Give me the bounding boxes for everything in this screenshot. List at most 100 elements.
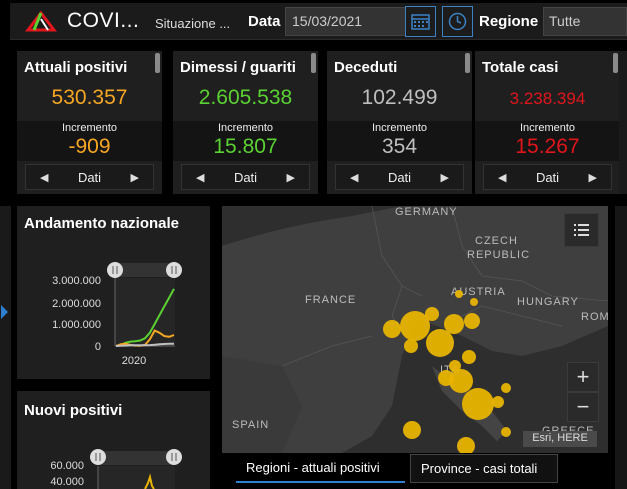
tab-regioni[interactable]: Regioni - attuali positivi bbox=[236, 454, 405, 483]
card-scrollbar[interactable] bbox=[311, 53, 316, 73]
region-bubble[interactable] bbox=[501, 427, 511, 437]
card-title: Deceduti bbox=[334, 59, 398, 76]
card-value: 3.238.394 bbox=[509, 89, 586, 108]
covid-logo bbox=[24, 10, 58, 32]
card-nav-label: Dati bbox=[387, 170, 412, 185]
clock-icon bbox=[448, 12, 467, 31]
tab-province[interactable]: Province - casi totali bbox=[410, 454, 558, 483]
panel-title: Andamento nazionale bbox=[24, 215, 180, 232]
region-bubble[interactable] bbox=[464, 313, 480, 329]
y-tick-label: 1.000.000 bbox=[52, 319, 101, 331]
range-slider-track[interactable] bbox=[115, 263, 175, 277]
map-attribution[interactable]: Esri, HERE bbox=[523, 431, 597, 447]
region-bubble[interactable] bbox=[501, 383, 511, 393]
trend-panel-nuovi-positivi: Nuovi positivi 60.000 40.000 bbox=[17, 391, 210, 489]
map-bubbles bbox=[383, 290, 511, 453]
region-bubble[interactable] bbox=[457, 437, 475, 453]
region-bubble[interactable] bbox=[449, 360, 461, 372]
region-bubble[interactable] bbox=[403, 421, 421, 439]
card-value: 102.499 bbox=[361, 86, 438, 109]
prev-arrow-icon[interactable]: ◀ bbox=[350, 172, 359, 184]
map-label: GERMANY bbox=[395, 206, 458, 218]
region-bubble[interactable] bbox=[404, 339, 418, 353]
prev-arrow-icon[interactable]: ◀ bbox=[498, 172, 507, 184]
trend-panel-nazionale: Andamento nazionale 3.000.000 2.000.000 … bbox=[17, 206, 210, 379]
right-side-panel bbox=[615, 206, 627, 489]
next-arrow-icon[interactable]: ▶ bbox=[286, 172, 295, 184]
card-scrollbar[interactable] bbox=[613, 53, 618, 73]
series-line bbox=[115, 342, 174, 347]
next-arrow-icon[interactable]: ▶ bbox=[588, 172, 597, 184]
y-tick-label: 60.000 bbox=[50, 460, 84, 472]
card-increment-value: -909 bbox=[68, 135, 111, 158]
y-tick-label: 3.000.000 bbox=[52, 275, 101, 287]
left-side-panel bbox=[0, 206, 11, 489]
range-handle-left[interactable] bbox=[90, 449, 106, 465]
map-label: AUSTRIA bbox=[451, 286, 506, 298]
card-nav-label: Dati bbox=[233, 170, 258, 185]
series-line bbox=[115, 288, 175, 347]
region-select[interactable]: Tutte bbox=[543, 7, 627, 36]
legend-button[interactable] bbox=[564, 213, 599, 247]
y-tick-label: 2.000.000 bbox=[52, 298, 101, 310]
y-tick-label: 40.000 bbox=[50, 476, 84, 488]
region-bubble[interactable] bbox=[462, 388, 494, 420]
card-attuali-positivi: Attuali positivi 530.357 Incremento -909… bbox=[17, 51, 162, 194]
map-label: HUNGARY bbox=[517, 296, 579, 308]
card-title: Attuali positivi bbox=[24, 59, 128, 76]
card-increment-label: Incremento bbox=[371, 122, 428, 134]
region-bubble[interactable] bbox=[438, 370, 454, 386]
calendar-button[interactable] bbox=[405, 6, 436, 37]
expand-arrow-icon[interactable] bbox=[1, 305, 8, 319]
card-increment-value: 354 bbox=[381, 135, 418, 158]
zoom-in-button[interactable]: + bbox=[567, 362, 599, 392]
map-label: CZECH bbox=[475, 235, 518, 247]
region-bubble[interactable] bbox=[449, 369, 473, 393]
card-value: 530.357 bbox=[51, 86, 128, 109]
range-handle-left[interactable] bbox=[107, 262, 123, 278]
range-handle-right[interactable] bbox=[166, 262, 182, 278]
card-nav-label: Dati bbox=[77, 170, 102, 185]
range-handle-right[interactable] bbox=[166, 449, 182, 465]
region-bubble[interactable] bbox=[400, 311, 430, 341]
region-bubble[interactable] bbox=[444, 314, 464, 334]
card-nav: ◀ Dati ▶ bbox=[483, 164, 612, 190]
card-increment-label: Incremento bbox=[61, 122, 118, 134]
region-bubble[interactable] bbox=[470, 298, 478, 306]
card-scrollbar[interactable] bbox=[155, 53, 160, 73]
region-bubble[interactable] bbox=[462, 350, 476, 364]
map-label: ROM bbox=[581, 311, 608, 323]
next-arrow-icon[interactable]: ▶ bbox=[130, 172, 139, 184]
y-tick-label: 0 bbox=[95, 341, 101, 353]
card-increment-label: Incremento bbox=[217, 122, 274, 134]
card-deceduti: Deceduti 102.499 Incremento 354 ◀ Dati ▶ bbox=[327, 51, 472, 194]
next-arrow-icon[interactable]: ▶ bbox=[440, 172, 449, 184]
prev-arrow-icon[interactable]: ◀ bbox=[40, 172, 49, 184]
map-label: SPAIN bbox=[232, 419, 270, 431]
range-slider-track[interactable] bbox=[98, 451, 175, 465]
time-button[interactable] bbox=[442, 6, 473, 37]
region-bubble[interactable] bbox=[426, 329, 454, 357]
app-header: COVI... Situazione ... Data 15/03/2021 R… bbox=[10, 3, 627, 40]
region-bubble[interactable] bbox=[492, 396, 504, 408]
regions-map[interactable]: GERMANY CZECH REPUBLIC FRANCE AUSTRIA HU… bbox=[222, 206, 608, 453]
card-nav: ◀ Dati ▶ bbox=[181, 164, 310, 190]
card-nav-label: Dati bbox=[535, 170, 560, 185]
app-subtitle: Situazione ... bbox=[155, 16, 231, 31]
card-increment-value: 15.807 bbox=[213, 135, 278, 158]
series-line bbox=[144, 473, 155, 489]
card-increment-value: 15.267 bbox=[515, 135, 580, 158]
zoom-out-button[interactable]: − bbox=[567, 392, 599, 422]
date-input[interactable]: 15/03/2021 bbox=[285, 7, 406, 36]
region-bubble[interactable] bbox=[383, 320, 401, 338]
prev-arrow-icon[interactable]: ◀ bbox=[196, 172, 205, 184]
date-label: Data bbox=[248, 13, 281, 30]
x-tick-label: 2020 bbox=[122, 355, 146, 367]
map-label: FRANCE bbox=[305, 294, 357, 306]
region-bubble[interactable] bbox=[425, 307, 439, 321]
card-scrollbar[interactable] bbox=[465, 53, 470, 73]
card-nav: ◀ Dati ▶ bbox=[25, 164, 154, 190]
map-label: REPUBLIC bbox=[467, 249, 531, 261]
region-label: Regione bbox=[479, 13, 539, 30]
region-bubble[interactable] bbox=[455, 290, 463, 298]
